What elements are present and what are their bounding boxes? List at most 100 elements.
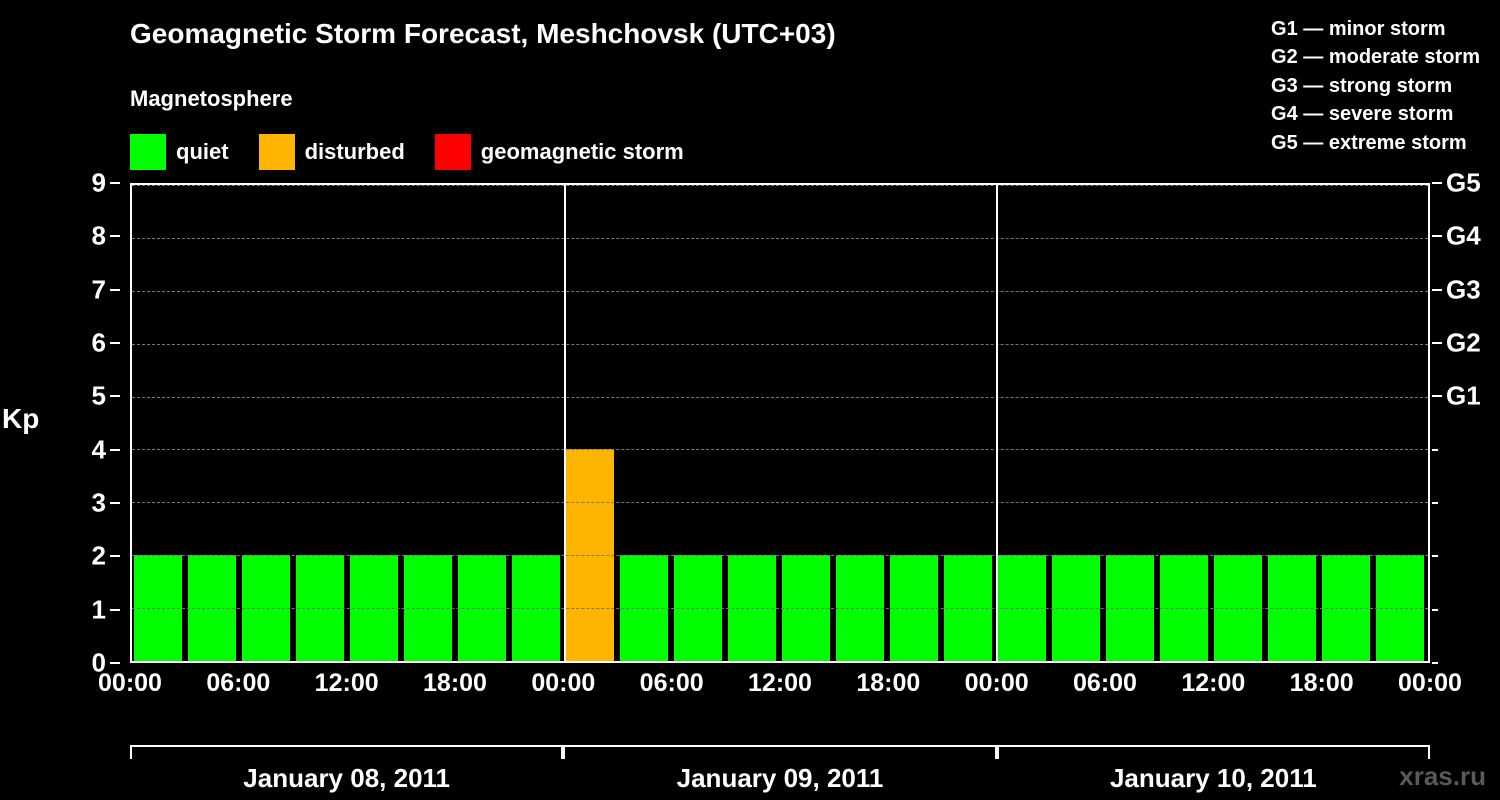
x-tick-label-day0-18:00: 18:00	[423, 669, 487, 698]
gridline-6	[132, 344, 1428, 345]
g-tick-label-G5: G5	[1446, 168, 1481, 199]
bar-slot-14[interactable]	[888, 185, 942, 661]
bar-slot-17[interactable]	[1050, 185, 1104, 661]
minor-tick-mark-1	[1432, 609, 1438, 611]
x-tick-label-day0-00:00: 00:00	[98, 669, 162, 698]
legend-label-storm: geomagnetic storm	[481, 139, 684, 165]
bar-slot-18[interactable]	[1104, 185, 1158, 661]
gridline-2	[132, 555, 1428, 556]
gridline-7	[132, 291, 1428, 292]
g-legend-row-3: G4 — severe storm	[1271, 100, 1480, 128]
x-tick-label-day1-18:00: 18:00	[856, 669, 920, 698]
g-scale-legend: G1 — minor storm G2 — moderate storm G3 …	[1271, 15, 1480, 157]
y-tick-label-1: 1	[92, 594, 106, 625]
x-tick-label-day2-12:00: 12:00	[1181, 669, 1245, 698]
g-tick-label-G3: G3	[1446, 274, 1481, 305]
day-bracket-2	[997, 745, 1430, 759]
x-tick-label-day1-06:00: 06:00	[640, 669, 704, 698]
bar-slot-5[interactable]	[402, 185, 456, 661]
bar-slot-15[interactable]	[942, 185, 996, 661]
bar-slot-23[interactable]	[1374, 185, 1428, 661]
g-tick-label-G4: G4	[1446, 221, 1481, 252]
bar-slot-8[interactable]	[564, 185, 618, 661]
x-tick-label-day1-00:00: 00:00	[531, 669, 595, 698]
x-tick-label-day2-00:00: 00:00	[965, 669, 1029, 698]
bar-slot-13[interactable]	[834, 185, 888, 661]
chart-header: Geomagnetic Storm Forecast, Meshchovsk (…	[130, 18, 836, 112]
y-tick-mark-5	[110, 395, 120, 397]
x-tick-label-day2-18:00: 18:00	[1290, 669, 1354, 698]
bar-slot-20[interactable]	[1212, 185, 1266, 661]
y-tick-mark-2	[110, 555, 120, 557]
g-tick-mark-G5	[1432, 182, 1442, 184]
minor-tick-mark-0	[1432, 662, 1438, 664]
legend-label-quiet: quiet	[176, 139, 229, 165]
day-bracket-1	[563, 745, 996, 759]
minor-tick-mark-3	[1432, 502, 1438, 504]
x-tick-label-day0-12:00: 12:00	[315, 669, 379, 698]
x-tick-label-day1-12:00: 12:00	[748, 669, 812, 698]
bar-slot-6[interactable]	[456, 185, 510, 661]
y-tick-mark-8	[110, 235, 120, 237]
y-axis-label: Kp	[2, 403, 39, 435]
legend-label-disturbed: disturbed	[305, 139, 405, 165]
day-labels-container: January 08, 2011 January 09, 2011 January …	[130, 745, 1430, 795]
x-axis: 00:00 06:00 12:00 18:00 00:00 06:00 12:00 18:00…	[130, 663, 1430, 703]
y-tick-label-3: 3	[92, 488, 106, 519]
g-legend-row-1: G2 — moderate storm	[1271, 43, 1480, 71]
bar-slot-10[interactable]	[672, 185, 726, 661]
y-tick-mark-0	[110, 662, 120, 664]
bar-slot-0[interactable]	[132, 185, 186, 661]
day-bracket-0	[130, 745, 563, 759]
day-label-0: January 08, 2011	[243, 763, 450, 794]
y-tick-mark-7	[110, 289, 120, 291]
y-tick-label-7: 7	[92, 274, 106, 305]
g-legend-row-2: G3 — strong storm	[1271, 72, 1480, 100]
quiet-swatch-icon	[130, 134, 166, 170]
bar-slot-19[interactable]	[1158, 185, 1212, 661]
x-tick-label-day2-06:00: 06:00	[1073, 669, 1137, 698]
day-separator-1	[564, 185, 566, 661]
gridline-4	[132, 449, 1428, 450]
magnetosphere-legend: quiet disturbed geomagnetic storm	[130, 134, 684, 170]
y-tick-mark-4	[110, 449, 120, 451]
chart-title: Geomagnetic Storm Forecast, Meshchovsk (…	[130, 18, 836, 50]
bar-slot-7[interactable]	[510, 185, 564, 661]
x-tick-label-day0-06:00: 06:00	[206, 669, 270, 698]
y-axis-left: Kp 0 1 2 3 4 5 6 7 8 9	[40, 183, 120, 663]
y-tick-mark-6	[110, 342, 120, 344]
g-tick-mark-G1	[1432, 395, 1442, 397]
y-tick-label-5: 5	[92, 381, 106, 412]
g-tick-label-G1: G1	[1446, 381, 1481, 412]
legend-item-disturbed: disturbed	[259, 134, 405, 170]
bar-slot-9[interactable]	[618, 185, 672, 661]
y-tick-mark-9	[110, 182, 120, 184]
minor-tick-mark-2	[1432, 555, 1438, 557]
bars-container	[132, 185, 1428, 661]
legend-item-quiet: quiet	[130, 134, 229, 170]
bar-slot-1[interactable]	[186, 185, 240, 661]
bar-slot-12[interactable]	[780, 185, 834, 661]
gridline-5	[132, 397, 1428, 398]
bar-slot-3[interactable]	[294, 185, 348, 661]
bar-slot-4[interactable]	[348, 185, 402, 661]
bar-slot-2[interactable]	[240, 185, 294, 661]
watermark-text: xras.ru	[1399, 761, 1486, 792]
storm-swatch-icon	[435, 134, 471, 170]
g-tick-label-G2: G2	[1446, 328, 1481, 359]
day-label-2: January 10, 2011	[1110, 763, 1317, 794]
day-label-1: January 09, 2011	[677, 763, 884, 794]
y-tick-label-6: 6	[92, 328, 106, 359]
day-separator-2	[996, 185, 998, 661]
disturbed-swatch-icon	[259, 134, 295, 170]
x-tick-label-final: 00:00	[1398, 669, 1462, 698]
bar-slot-16[interactable]	[996, 185, 1050, 661]
g-tick-mark-G3	[1432, 289, 1442, 291]
g-legend-row-4: G5 — extreme storm	[1271, 129, 1480, 157]
chart-subtitle: Magnetosphere	[130, 86, 836, 112]
bar-slot-21[interactable]	[1266, 185, 1320, 661]
bar-slot-11[interactable]	[726, 185, 780, 661]
chart-plot-area	[130, 183, 1430, 663]
bar-slot-22[interactable]	[1320, 185, 1374, 661]
gridline-3	[132, 502, 1428, 503]
